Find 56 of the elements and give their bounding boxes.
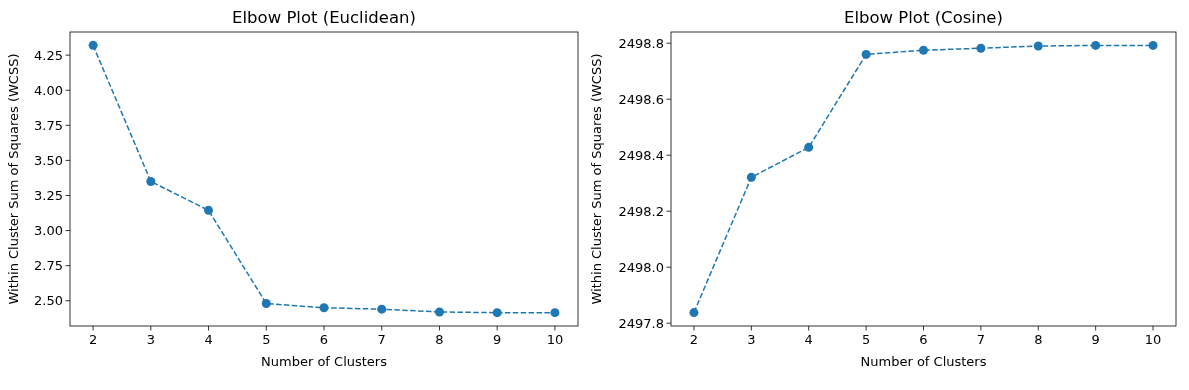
y-tick-label: 2497.8	[618, 315, 664, 331]
point	[976, 43, 986, 53]
point	[1091, 40, 1101, 50]
point	[261, 299, 271, 309]
x-tick-label: 9	[1091, 332, 1100, 347]
y-tick-label: 2.50	[34, 293, 63, 309]
x-axis-title: Number of Clusters	[261, 354, 388, 369]
point	[919, 45, 928, 55]
point	[146, 176, 156, 186]
x-tick-label: 10	[546, 332, 564, 347]
x-tick-label: 9	[493, 332, 502, 347]
y-tick-label: 3.75	[34, 117, 63, 133]
x-tick-label: 6	[319, 332, 329, 347]
x-tick-label: 4	[804, 332, 813, 347]
point	[319, 303, 329, 313]
point	[377, 304, 387, 314]
x-tick-label: 3	[146, 332, 155, 347]
x-tick-label: 2	[88, 332, 98, 347]
x-tick-label: 3	[747, 332, 756, 347]
point	[550, 308, 560, 318]
y-tick-label: 3.50	[34, 152, 63, 168]
point	[492, 308, 502, 318]
y-tick-label: 2498.2	[618, 203, 664, 219]
y-tick-label: 2.75	[34, 258, 63, 274]
y-tick-label: 2498.8	[618, 35, 664, 51]
chart-title: Elbow Plot (Cosine)	[844, 8, 1003, 27]
point	[204, 205, 214, 215]
y-tick-label: 3.25	[34, 188, 63, 204]
y-tick-label: 4.25	[34, 47, 63, 63]
point	[689, 308, 699, 318]
x-tick-label: 6	[919, 332, 928, 347]
x-tick-label: 5	[262, 332, 271, 347]
y-tick-label: 2498.0	[618, 259, 664, 275]
point	[434, 307, 444, 317]
chart-title: Elbow Plot (Euclidean)	[232, 8, 416, 27]
y-tick-label: 4.00	[34, 82, 63, 98]
y-tick-label: 3.00	[34, 223, 63, 239]
y-tick-label: 2498.6	[618, 91, 664, 107]
point	[746, 172, 756, 182]
point	[1148, 40, 1158, 50]
x-tick-label: 8	[1034, 332, 1043, 347]
x-axis-title: Number of Clusters	[860, 354, 987, 369]
point	[861, 49, 871, 59]
y-axis-title: Within Cluster Sum of Squares (WCSS)	[6, 53, 21, 305]
point	[88, 40, 98, 50]
x-tick-label: 7	[976, 332, 986, 347]
x-tick-label: 7	[377, 332, 386, 347]
x-tick-label: 4	[204, 332, 213, 347]
point	[804, 142, 814, 152]
x-tick-label: 8	[435, 332, 444, 347]
x-tick-label: 5	[861, 332, 871, 347]
y-tick-label: 2498.4	[618, 147, 664, 163]
y-axis-title: Within Cluster Sum of Squares (WCSS)	[589, 53, 604, 305]
x-tick-label: 10	[1144, 332, 1162, 347]
point	[1033, 41, 1043, 51]
x-tick-label: 2	[689, 332, 699, 347]
